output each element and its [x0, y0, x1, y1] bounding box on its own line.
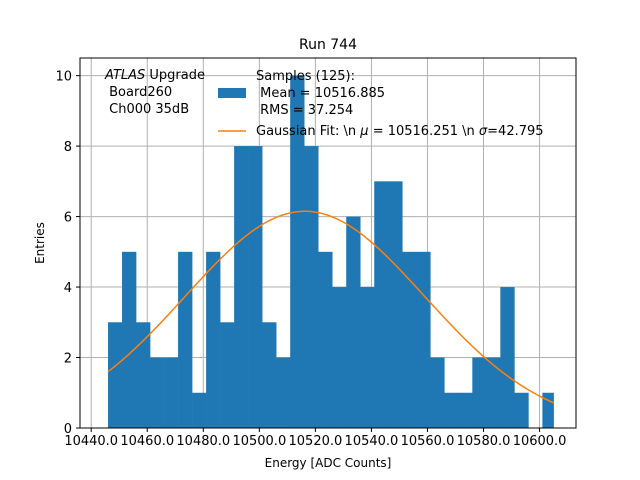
- histogram-bar: [290, 75, 305, 428]
- x-tick-label: 10440.0: [64, 434, 118, 449]
- x-axis-label: Energy [ADC Counts]: [265, 456, 392, 470]
- chart-title: Run 744: [299, 37, 357, 53]
- legend-hist-line-2: Mean = 10516.885: [256, 86, 385, 101]
- histogram-bar: [318, 251, 333, 428]
- y-tick-label: 2: [64, 352, 72, 367]
- histogram-bar: [108, 322, 123, 428]
- board-label: Board260: [105, 85, 172, 100]
- x-tick-label: 10600.0: [513, 434, 567, 449]
- y-axis-ticks: 0 2 4 6 8 10: [55, 70, 80, 437]
- histogram-bar: [500, 287, 515, 428]
- histogram-bar: [220, 322, 235, 428]
- atlas-annotation: ATLAS Upgrade Board260 Ch000 35dB: [104, 68, 205, 117]
- x-tick-label: 10480.0: [176, 434, 230, 449]
- histogram-bars: [108, 75, 554, 428]
- histogram-bar: [136, 322, 151, 428]
- histogram-bar: [150, 357, 165, 428]
- histogram-bar: [192, 392, 207, 428]
- histogram-bar: [416, 251, 431, 428]
- channel-label: Ch000 35dB: [105, 102, 189, 117]
- histogram-bar: [206, 251, 221, 428]
- histogram-bar: [360, 287, 375, 428]
- y-tick-label: 4: [64, 281, 72, 296]
- x-tick-label: 10500.0: [232, 434, 286, 449]
- y-tick-label: 8: [64, 140, 72, 155]
- x-tick-label: 10580.0: [457, 434, 511, 449]
- histogram-bar: [304, 146, 319, 428]
- histogram-bar: [514, 392, 529, 428]
- y-tick-label: 10: [55, 70, 72, 85]
- histogram-bar: [542, 392, 554, 428]
- legend: Samples (125): Mean = 10516.885 RMS = 37…: [218, 69, 544, 139]
- histogram-bar: [346, 216, 361, 428]
- x-tick-label: 10520.0: [289, 434, 343, 449]
- legend-hist-line-1: Samples (125):: [256, 69, 355, 84]
- x-tick-label: 10560.0: [401, 434, 455, 449]
- histogram-bar: [472, 357, 487, 428]
- histogram-bar: [374, 181, 389, 428]
- y-tick-label: 6: [64, 211, 72, 226]
- histogram-bar: [164, 357, 179, 428]
- legend-hist-line-3: RMS = 37.254: [256, 103, 353, 118]
- histogram-bar: [234, 146, 249, 428]
- histogram-bar: [332, 287, 347, 428]
- x-axis-ticks: 10440.0 10460.0 10480.0 10500.0 10520.0 10540…: [64, 428, 566, 449]
- atlas-upgrade-label: Upgrade: [145, 68, 205, 83]
- histogram-bar: [458, 392, 473, 428]
- svg-text:ATLAS Upgrade: ATLAS Upgrade: [104, 68, 205, 83]
- histogram-bar: [276, 357, 291, 428]
- histogram-bar: [122, 251, 137, 428]
- legend-fit-label: Gaussian Fit: \n μ = 10516.251 \n σ=42.7…: [256, 124, 544, 139]
- y-tick-label: 0: [64, 422, 72, 437]
- plot-frame: [79, 57, 577, 429]
- histogram-bar: [430, 357, 445, 428]
- histogram-bar: [486, 357, 501, 428]
- atlas-label: ATLAS: [104, 68, 145, 83]
- histogram-bar: [178, 251, 193, 428]
- histogram-bar: [402, 251, 417, 428]
- x-tick-label: 10460.0: [120, 434, 174, 449]
- histogram-bar: [444, 392, 459, 428]
- legend-hist-swatch: [218, 88, 246, 98]
- gaussian-fit-curve: [107, 210, 554, 404]
- histogram-bar: [388, 181, 403, 428]
- x-tick-label: 10540.0: [345, 434, 399, 449]
- histogram-bar: [248, 146, 263, 428]
- histogram-bar: [262, 322, 277, 428]
- y-axis-label: Entries: [33, 222, 47, 264]
